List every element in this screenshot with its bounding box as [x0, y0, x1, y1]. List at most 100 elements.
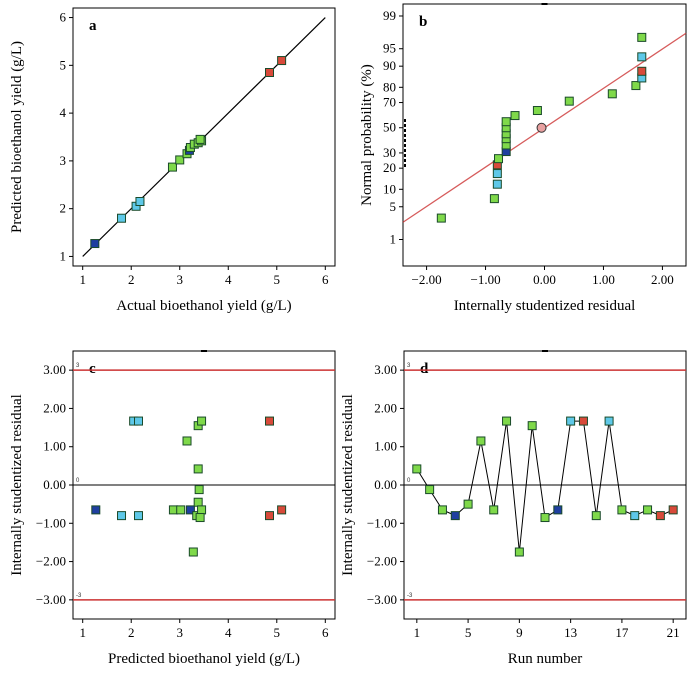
- panel-c: 1 2 3 4 5 6 −3.00 −2.00 −1.00 0.00 1.00 2.00 3.00 Pre…: [9, 350, 336, 667]
- data-point: [185, 505, 195, 515]
- y-tick-label: −3.00: [36, 592, 66, 607]
- y-tick-label: 80: [383, 79, 396, 94]
- y-tick-label: 30: [383, 145, 396, 160]
- x-tick-label: 3: [176, 272, 183, 287]
- limit-label: 3: [76, 363, 80, 369]
- data-point: [277, 505, 287, 515]
- data-point: [195, 513, 205, 523]
- series-line: [416, 420, 674, 553]
- y-tick-label: 3.00: [374, 362, 397, 377]
- data-point: [265, 416, 274, 426]
- axis-mark: [404, 154, 406, 157]
- data-point: [637, 66, 647, 76]
- data-point: [492, 169, 502, 179]
- data-point: [631, 81, 641, 91]
- data-point: [134, 416, 143, 426]
- limit-label: -3: [407, 593, 413, 599]
- y-tick-label: 3.00: [43, 362, 66, 377]
- data-point: [167, 162, 177, 172]
- x-tick-label: 6: [322, 625, 329, 640]
- y-tick-label: 0.00: [43, 477, 66, 492]
- data-point: [450, 511, 460, 521]
- data-point: [514, 547, 524, 557]
- x-axis-label: Predicted bioethanol yield (g/L): [108, 651, 300, 667]
- y-axis-label: Predicted bioethanol yield (g/L): [9, 41, 25, 233]
- panel-a: 1 2 3 4 5 6 1 2 3 4 5 6 Actual bioethanol yield (g/L…: [9, 7, 336, 314]
- x-tick-label: 17: [615, 625, 629, 640]
- data-point: [197, 505, 207, 515]
- data-point: [135, 197, 145, 206]
- data-point: [604, 416, 614, 426]
- x-tick-label: 5: [274, 625, 281, 640]
- x-tick-label: 3: [176, 625, 183, 640]
- data-point: [265, 68, 274, 77]
- frame-handle: [201, 350, 207, 352]
- y-tick-label: 20: [383, 160, 396, 175]
- x-tick-label: 5: [274, 272, 281, 287]
- limit-label: 0: [407, 478, 411, 484]
- panel-letter: b: [419, 14, 427, 30]
- x-tick-label: 9: [516, 625, 523, 640]
- data-point: [564, 96, 574, 106]
- x-tick-label: 13: [564, 625, 577, 640]
- plot-frame: [402, 3, 687, 267]
- y-tick-label: 5: [390, 199, 397, 214]
- x-tick-label: 5: [465, 625, 472, 640]
- data-point: [193, 464, 203, 474]
- x-tick-label: 2: [128, 625, 135, 640]
- x-tick-label: 1: [414, 625, 421, 640]
- y-tick-label: −1.00: [367, 515, 397, 530]
- data-point: [188, 547, 198, 557]
- x-axis-label: Internally studentized residual: [454, 298, 636, 314]
- y-tick-label: 2: [60, 201, 67, 216]
- y-tick-label: 95: [383, 41, 396, 56]
- y-tick-label: 1.00: [374, 439, 397, 454]
- y-axis-label: Normal probability (%): [359, 64, 375, 206]
- data-point: [277, 56, 287, 66]
- data-point: [540, 513, 550, 523]
- data-point: [437, 505, 447, 515]
- data-point: [134, 511, 143, 521]
- data-point: [412, 464, 422, 474]
- data-point: [197, 416, 207, 426]
- axis-mark: [404, 124, 406, 127]
- data-point: [643, 505, 653, 515]
- y-tick-label: 0.00: [374, 477, 397, 492]
- y-tick-label: 70: [383, 95, 396, 110]
- y-tick-label: 5: [60, 57, 67, 72]
- panel-letter: c: [89, 361, 96, 377]
- data-point: [637, 52, 647, 62]
- y-tick-label: 99: [383, 8, 396, 23]
- data-point: [489, 505, 499, 515]
- x-tick-label: 0.00: [533, 272, 556, 287]
- limit-label: 0: [76, 478, 80, 484]
- data-point: [176, 505, 186, 515]
- y-tick-label: 1.00: [43, 439, 66, 454]
- data-point: [492, 179, 502, 189]
- y-tick-label: 2.00: [43, 400, 66, 415]
- x-tick-label: −2.00: [412, 272, 442, 287]
- x-tick-label: 21: [667, 625, 680, 640]
- data-point: [175, 155, 185, 165]
- y-tick-label: 1: [390, 231, 397, 246]
- x-tick-label: 2: [128, 272, 135, 287]
- data-point: [117, 511, 127, 521]
- y-axis-label: Internally studentized residual: [9, 394, 25, 576]
- axis-mark: [404, 164, 406, 167]
- data-point: [90, 239, 100, 249]
- data-point: [655, 511, 665, 521]
- x-tick-label: 1: [79, 625, 86, 640]
- data-point: [265, 511, 274, 521]
- data-point: [510, 111, 520, 121]
- y-tick-label: 1: [60, 248, 67, 263]
- x-tick-label: 4: [225, 625, 232, 640]
- axis-mark: [404, 129, 406, 132]
- data-point: [553, 505, 563, 515]
- frame-handle: [542, 350, 548, 352]
- axis-mark: [404, 119, 406, 122]
- y-tick-label: 3: [60, 153, 67, 168]
- data-point: [502, 416, 512, 426]
- data-point: [607, 89, 617, 99]
- limit-label: 3: [407, 363, 411, 369]
